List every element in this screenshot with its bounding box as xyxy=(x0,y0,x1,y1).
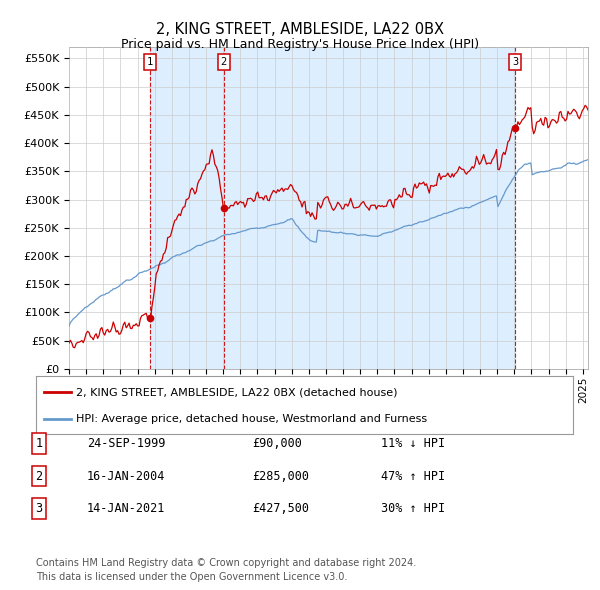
Text: 2: 2 xyxy=(35,470,43,483)
Bar xyxy=(224,47,515,369)
Text: £285,000: £285,000 xyxy=(252,470,309,483)
Bar xyxy=(150,47,224,369)
Text: £90,000: £90,000 xyxy=(252,437,302,450)
Text: This data is licensed under the Open Government Licence v3.0.: This data is licensed under the Open Gov… xyxy=(36,572,347,582)
Text: 3: 3 xyxy=(512,57,518,67)
Text: 11% ↓ HPI: 11% ↓ HPI xyxy=(381,437,445,450)
Text: 30% ↑ HPI: 30% ↑ HPI xyxy=(381,502,445,515)
Text: 24-SEP-1999: 24-SEP-1999 xyxy=(87,437,166,450)
Text: 2: 2 xyxy=(221,57,227,67)
Text: Contains HM Land Registry data © Crown copyright and database right 2024.: Contains HM Land Registry data © Crown c… xyxy=(36,558,416,568)
Text: 14-JAN-2021: 14-JAN-2021 xyxy=(87,502,166,515)
Text: 1: 1 xyxy=(35,437,43,450)
Text: 3: 3 xyxy=(35,502,43,515)
Text: 2, KING STREET, AMBLESIDE, LA22 0BX (detached house): 2, KING STREET, AMBLESIDE, LA22 0BX (det… xyxy=(76,387,398,397)
Text: 47% ↑ HPI: 47% ↑ HPI xyxy=(381,470,445,483)
Text: 2, KING STREET, AMBLESIDE, LA22 0BX: 2, KING STREET, AMBLESIDE, LA22 0BX xyxy=(156,22,444,37)
Text: 16-JAN-2004: 16-JAN-2004 xyxy=(87,470,166,483)
Text: 1: 1 xyxy=(147,57,153,67)
Text: £427,500: £427,500 xyxy=(252,502,309,515)
Text: Price paid vs. HM Land Registry's House Price Index (HPI): Price paid vs. HM Land Registry's House … xyxy=(121,38,479,51)
Text: HPI: Average price, detached house, Westmorland and Furness: HPI: Average price, detached house, West… xyxy=(76,414,427,424)
